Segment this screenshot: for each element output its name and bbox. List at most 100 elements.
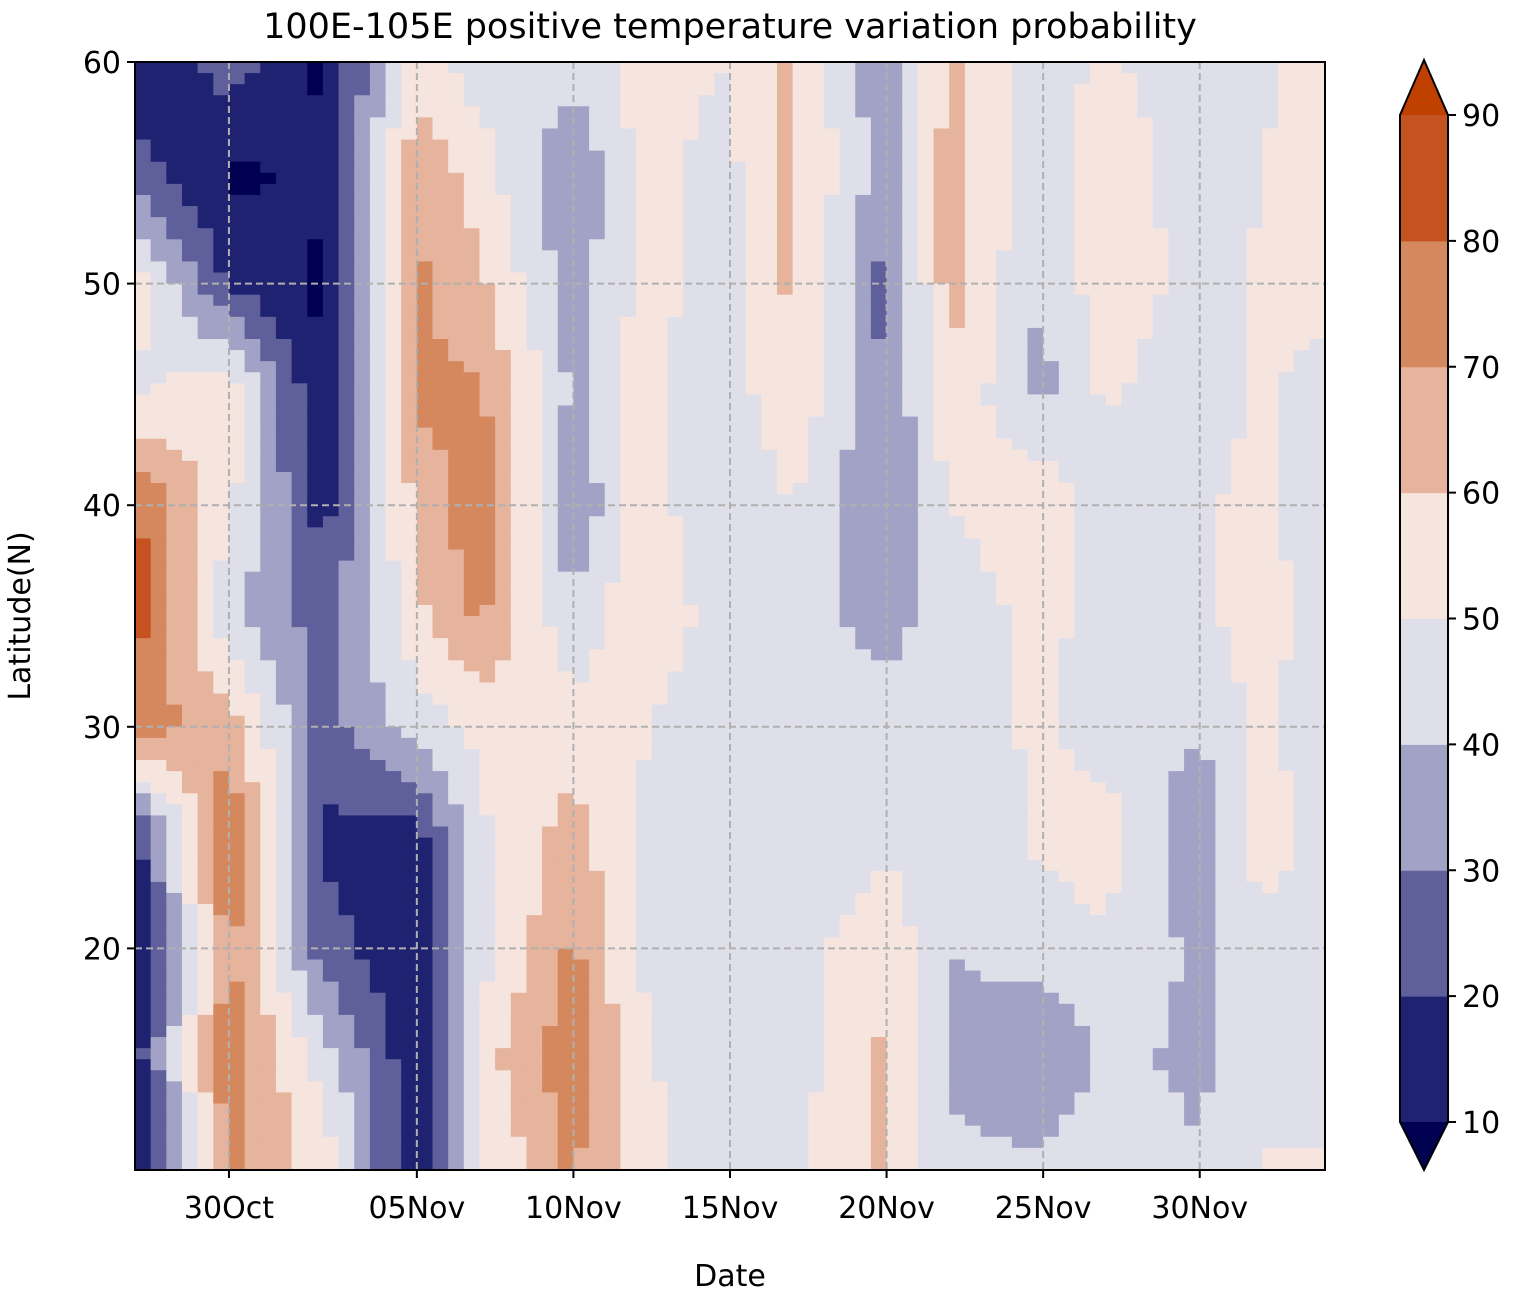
contour-cell — [933, 217, 950, 229]
contour-cell — [792, 704, 809, 717]
contour-cell — [291, 649, 308, 661]
contour-cell — [1199, 272, 1216, 285]
contour-cell — [1121, 261, 1138, 274]
contour-cell — [322, 383, 340, 395]
contour-cell — [1231, 194, 1248, 207]
contour-cell — [698, 771, 715, 783]
contour-cell — [166, 117, 183, 130]
contour-cell — [166, 172, 183, 185]
contour-cell — [964, 128, 982, 141]
contour-cell — [996, 427, 1013, 440]
contour-cell — [870, 73, 888, 85]
contour-cell — [1293, 704, 1310, 717]
contour-cell — [150, 95, 167, 107]
contour-cell — [432, 117, 449, 130]
contour-cell — [526, 416, 543, 429]
contour-cell — [917, 261, 935, 274]
contour-cell — [244, 62, 261, 74]
contour-cell — [1058, 316, 1076, 329]
contour-cell — [1215, 715, 1232, 728]
contour-cell — [291, 394, 308, 407]
contour-cell — [542, 438, 559, 451]
contour-cell — [416, 305, 434, 318]
contour-cell — [1231, 593, 1248, 606]
contour-cell — [823, 726, 841, 739]
contour-cell — [385, 693, 402, 706]
contour-cell — [1231, 715, 1248, 728]
contour-cell — [557, 693, 575, 706]
contour-cell — [385, 660, 402, 672]
contour-cell — [604, 616, 621, 628]
contour-cell — [839, 305, 856, 318]
contour-cell — [557, 760, 575, 772]
contour-cell — [542, 217, 559, 229]
contour-cell — [870, 305, 888, 318]
contour-cell — [636, 638, 653, 650]
contour-cell — [917, 571, 935, 584]
contour-cell — [1137, 228, 1154, 240]
contour-cell — [432, 316, 449, 329]
contour-cell — [1246, 616, 1263, 628]
contour-cell — [792, 771, 809, 783]
contour-cell — [855, 527, 872, 540]
contour-cell — [792, 350, 809, 362]
contour-cell — [949, 760, 966, 772]
contour-cell — [1278, 737, 1295, 750]
contour-cell — [1246, 427, 1263, 440]
contour-cell — [792, 128, 809, 141]
contour-cell — [761, 283, 778, 296]
contour-cell — [1168, 715, 1185, 728]
contour-cell — [636, 305, 653, 318]
contour-cell — [714, 516, 731, 528]
contour-cell — [996, 394, 1013, 407]
contour-cell — [495, 139, 512, 152]
contour-cell — [1074, 704, 1091, 717]
contour-cell — [808, 715, 825, 728]
contour-cell — [761, 771, 778, 783]
contour-cell — [275, 183, 293, 196]
contour-cell — [1309, 327, 1325, 340]
contour-cell — [1011, 239, 1029, 251]
contour-cell — [1199, 737, 1216, 750]
contour-cell — [776, 560, 794, 573]
contour-cell — [369, 438, 387, 451]
contour-cell — [839, 84, 856, 96]
contour-cell — [322, 350, 340, 362]
contour-cell — [322, 782, 340, 794]
contour-cell — [275, 305, 293, 318]
contour-cell — [886, 438, 903, 451]
contour-cell — [166, 494, 183, 506]
contour-cell — [698, 427, 715, 440]
contour-cell — [902, 737, 919, 750]
contour-cell — [996, 339, 1013, 351]
contour-cell — [1058, 272, 1076, 285]
contour-cell — [213, 405, 230, 418]
contour-cell — [1262, 95, 1279, 107]
contour-cell — [996, 95, 1013, 107]
contour-cell — [135, 715, 152, 728]
contour-cell — [1043, 106, 1060, 118]
contour-cell — [604, 638, 621, 650]
contour-cell — [636, 616, 653, 628]
contour-cell — [1027, 194, 1044, 207]
contour-cell — [855, 715, 872, 728]
contour-cell — [683, 505, 700, 517]
contour-cell — [432, 73, 449, 85]
contour-cell — [135, 194, 152, 207]
contour-cell — [933, 760, 950, 772]
contour-cell — [1262, 250, 1279, 263]
contour-cell — [839, 62, 856, 74]
contour-cell — [181, 272, 199, 285]
contour-cell — [1137, 483, 1154, 495]
contour-cell — [526, 715, 543, 728]
contour-cell — [636, 383, 653, 395]
contour-cell — [776, 460, 794, 473]
contour-cell — [197, 483, 214, 495]
contour-cell — [667, 483, 684, 495]
contour-cell — [479, 150, 496, 163]
contour-cell — [730, 339, 747, 351]
contour-cell — [1168, 283, 1185, 296]
contour-cell — [1011, 494, 1029, 506]
contour-cell — [933, 782, 950, 794]
contour-cell — [542, 427, 559, 440]
